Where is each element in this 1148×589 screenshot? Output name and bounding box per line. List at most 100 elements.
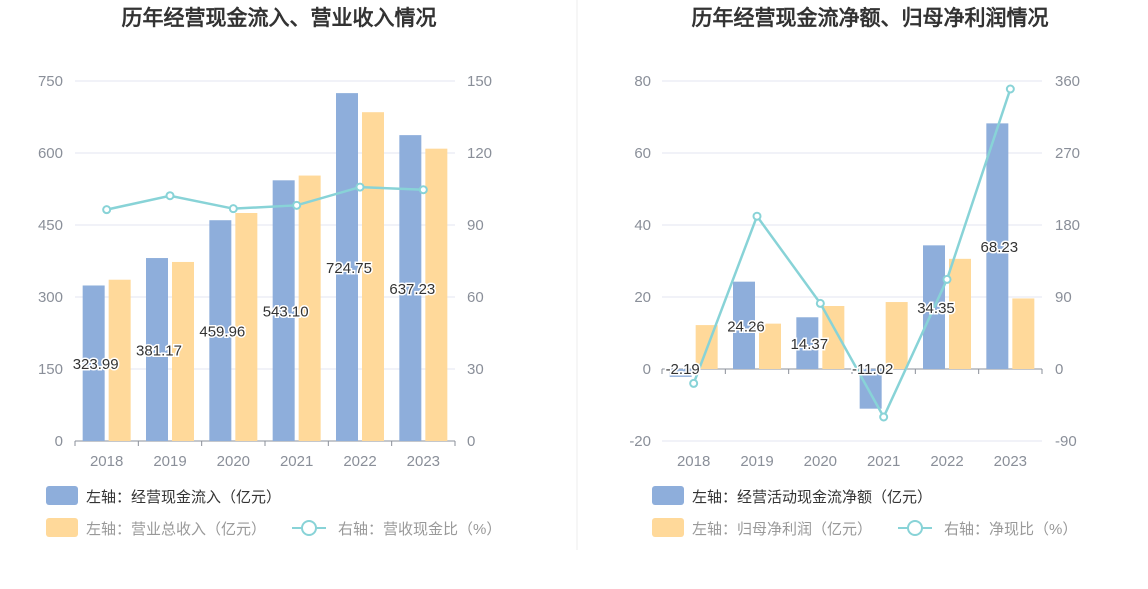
right-axis-tick-label: 0	[1055, 361, 1063, 378]
bar-primary	[669, 369, 692, 377]
right-axis-tick-label: 180	[1055, 217, 1080, 234]
legend-label: 右轴：营收现金比（%）	[338, 521, 501, 538]
bar-data-label: 323.99	[73, 356, 119, 373]
ratio-line-point	[418, 185, 428, 195]
bar-primary	[272, 180, 295, 441]
ratio-line	[106, 185, 424, 211]
left-axis-tick-label: 60	[634, 145, 651, 162]
left-axis-tick-label: 600	[38, 145, 63, 162]
bar-secondary	[172, 261, 194, 441]
ratio-line-point	[102, 205, 112, 215]
ratio-line-point	[1005, 84, 1015, 94]
left-axis-tick-label: 0	[55, 433, 63, 450]
bar-secondary	[235, 213, 258, 441]
x-axis-tick-label: 2021	[280, 453, 313, 470]
bar-secondary	[949, 258, 971, 369]
bar-secondary	[1012, 298, 1035, 369]
x-axis-tick-label: 2022	[930, 453, 963, 470]
x-axis-tick-label: 2023	[994, 453, 1027, 470]
right-axis-tick-label: 30	[467, 361, 484, 378]
bar-primary	[82, 285, 105, 441]
left-axis-tick-label: 450	[38, 217, 63, 234]
bar-data-label: 34.35	[917, 300, 955, 317]
bar-primary	[336, 93, 358, 442]
ratio-line-point	[355, 182, 365, 192]
bar-data-label: -2.19	[666, 361, 700, 378]
x-axis-tick-label: 2018	[90, 453, 123, 470]
bar-primary	[859, 369, 882, 409]
ratio-line-point	[292, 200, 302, 210]
bar-primary	[796, 317, 819, 369]
legend-swatch	[46, 486, 78, 505]
legend-line-marker	[301, 520, 317, 536]
bar-data-label: 724.75	[326, 260, 372, 277]
legend-swatch	[652, 518, 684, 537]
bar-data-label: 14.37	[791, 336, 829, 353]
x-axis-tick-label: 2021	[867, 453, 900, 470]
chart-title: 历年经营现金流净额、归母净利润情况	[692, 6, 1049, 30]
left-axis-tick-label: 0	[643, 361, 651, 378]
bar-primary	[146, 258, 168, 441]
right-axis-tick-label: 120	[467, 145, 492, 162]
legend-label: 右轴：净现比（%）	[944, 521, 1077, 538]
left-axis-tick-label: 80	[634, 73, 651, 90]
right-axis-tick-label: 90	[467, 217, 484, 234]
right-axis-tick-label: -90	[1055, 433, 1077, 450]
bar-secondary	[759, 323, 781, 369]
left-axis-tick-label: -20	[629, 433, 651, 450]
legend-label: 左轴：经营现金流入（亿元）	[86, 489, 281, 506]
legend-label: 左轴：经营活动现金流净额（亿元）	[692, 489, 932, 506]
ratio-line-point	[879, 412, 889, 422]
bar-secondary	[425, 148, 448, 441]
bar-secondary	[298, 175, 321, 441]
chart-title: 历年经营现金流入、营业收入情况	[122, 6, 437, 30]
bar-secondary	[885, 302, 908, 369]
bar-secondary	[108, 279, 131, 441]
x-axis-tick-label: 2022	[343, 453, 376, 470]
bar-secondary	[362, 112, 384, 441]
ratio-line-point	[815, 298, 825, 308]
x-axis-tick-label: 2020	[804, 453, 837, 470]
right-axis-tick-label: 270	[1055, 145, 1080, 162]
bar-data-label: 68.23	[981, 239, 1019, 256]
bar-data-label: 637.23	[389, 281, 435, 298]
bar-primary	[733, 281, 755, 369]
legend-label: 左轴：营业总收入（亿元）	[86, 521, 266, 538]
bar-data-label: 543.10	[263, 304, 309, 321]
bar-data-label: 381.17	[136, 343, 182, 360]
right-axis-tick-label: 0	[467, 433, 475, 450]
legend-line-marker	[907, 520, 923, 536]
x-axis-tick-label: 2019	[740, 453, 773, 470]
x-axis-tick-label: 2019	[153, 453, 186, 470]
right-axis-tick-label: 60	[467, 289, 484, 306]
ratio-line-point	[689, 378, 699, 388]
chart-right-panel: 历年经营现金流净额、归母净利润情况 -20 -90 0 0 20 90 40 180 60 270 8…	[629, 6, 1080, 538]
left-axis-tick-label: 20	[634, 289, 651, 306]
right-axis-tick-label: 150	[467, 73, 492, 90]
left-axis-tick-label: 750	[38, 73, 63, 90]
bar-primary	[986, 123, 1009, 369]
legend-label: 左轴：归母净利润（亿元）	[692, 521, 872, 538]
bar-data-label: -11.02	[852, 361, 893, 378]
legend-swatch	[46, 518, 78, 537]
bar-data-label: 24.26	[727, 318, 765, 335]
x-axis-tick-label: 2018	[677, 453, 710, 470]
legend-swatch	[652, 486, 684, 505]
ratio-line-point	[165, 191, 175, 201]
right-axis-tick-label: 90	[1055, 289, 1072, 306]
x-axis-tick-label: 2023	[407, 453, 440, 470]
ratio-line-point	[752, 211, 762, 221]
left-axis-tick-label: 150	[38, 361, 63, 378]
bar-primary	[399, 135, 422, 442]
x-axis-tick-label: 2020	[217, 453, 250, 470]
right-axis-tick-label: 360	[1055, 73, 1080, 90]
bar-data-label: 459.96	[199, 324, 245, 341]
ratio-line	[692, 88, 1012, 420]
chart-left-panel: 历年经营现金流入、营业收入情况 0 0 150 30 300 60 450 90 600 120 75…	[38, 6, 501, 538]
bar-primary	[209, 220, 232, 441]
bar-secondary	[822, 306, 845, 369]
ratio-line-point	[228, 204, 238, 214]
left-axis-tick-label: 300	[38, 289, 63, 306]
ratio-line-point	[942, 274, 952, 284]
